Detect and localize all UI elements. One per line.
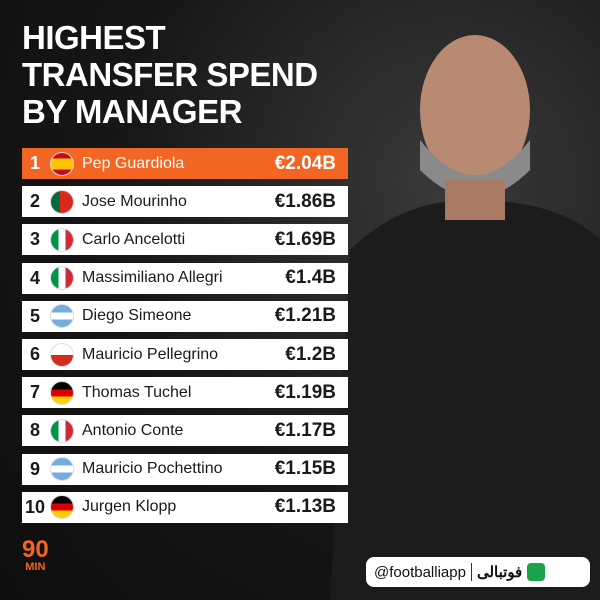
table-row: 1 Pep Guardiola €2.04B xyxy=(22,148,348,179)
title-line: TRANSFER SPEND xyxy=(22,56,318,93)
rank: 6 xyxy=(29,344,40,364)
spend-value: €1.17B xyxy=(274,419,336,441)
flag xyxy=(50,342,74,367)
title-line: BY MANAGER xyxy=(22,93,242,130)
handle: @footballiapp xyxy=(374,563,466,581)
manager-name: Pep Guardiola xyxy=(82,154,185,172)
logo-bottom: MIN xyxy=(25,561,46,573)
footer-badge: @footballiapp فوتبالی xyxy=(366,557,590,587)
manager-name: Jose Mourinho xyxy=(82,192,187,210)
table-row: 3 Carlo Ancelotti €1.69B xyxy=(22,224,348,256)
table-row: 7 Thomas Tuchel €1.19B xyxy=(22,377,348,409)
spend-value: €1.69B xyxy=(274,228,336,250)
spend-value: €1.21B xyxy=(274,305,336,327)
spend-value: €1.86B xyxy=(274,190,336,212)
spend-value: €1.15B xyxy=(274,458,336,480)
manager-name: Antonio Conte xyxy=(82,421,184,439)
spend-value: €1.13B xyxy=(274,496,336,518)
title-line: HIGHEST xyxy=(22,19,166,56)
spend-value: €1.19B xyxy=(274,381,336,403)
flag xyxy=(50,457,74,482)
spend-value: €1.4B xyxy=(285,267,336,289)
flag xyxy=(50,189,74,214)
rank: 7 xyxy=(29,382,40,403)
flag xyxy=(50,495,74,520)
rank: 9 xyxy=(29,458,40,479)
manager-name: Mauricio Pochettino xyxy=(82,460,223,478)
manager-name: Thomas Tuchel xyxy=(82,383,192,401)
flag xyxy=(50,418,74,443)
brand: فوتبالی xyxy=(476,564,523,581)
table-row: 2 Jose Mourinho €1.86B xyxy=(22,186,348,218)
flag xyxy=(50,227,74,252)
logo-top: 90 xyxy=(22,536,49,563)
logo: 90 MIN xyxy=(22,538,49,573)
rank: 10 xyxy=(24,496,46,517)
table-row: 6 Mauricio Pellegrino €1.2B xyxy=(22,339,348,370)
flag xyxy=(50,304,74,329)
spend-value: €1.2B xyxy=(285,343,336,365)
manager-name: Massimiliano Allegri xyxy=(82,269,223,287)
table-row: 4 Massimiliano Allegri €1.4B xyxy=(22,262,348,294)
manager-name: Mauricio Pellegrino xyxy=(82,345,219,363)
table-row: 5 Diego Simeone €1.21B xyxy=(22,300,348,332)
rank: 8 xyxy=(29,420,40,441)
rank: 4 xyxy=(29,267,40,288)
spend-value: €2.04B xyxy=(274,152,336,174)
table-row: 9 Mauricio Pochettino €1.15B xyxy=(22,453,348,485)
flag xyxy=(50,380,74,405)
manager-name: Carlo Ancelotti xyxy=(82,230,186,248)
manager-name: Diego Simeone xyxy=(82,307,192,325)
flag xyxy=(50,151,74,176)
table-row: 10 Jurgen Klopp €1.13B xyxy=(22,491,348,523)
rank: 2 xyxy=(29,191,40,212)
flag xyxy=(50,266,74,291)
manager-name: Jurgen Klopp xyxy=(82,498,177,516)
table-row: 8 Antonio Conte €1.17B xyxy=(22,415,348,447)
rank: 1 xyxy=(29,153,40,173)
rank: 5 xyxy=(29,305,40,326)
rank: 3 xyxy=(29,229,40,250)
